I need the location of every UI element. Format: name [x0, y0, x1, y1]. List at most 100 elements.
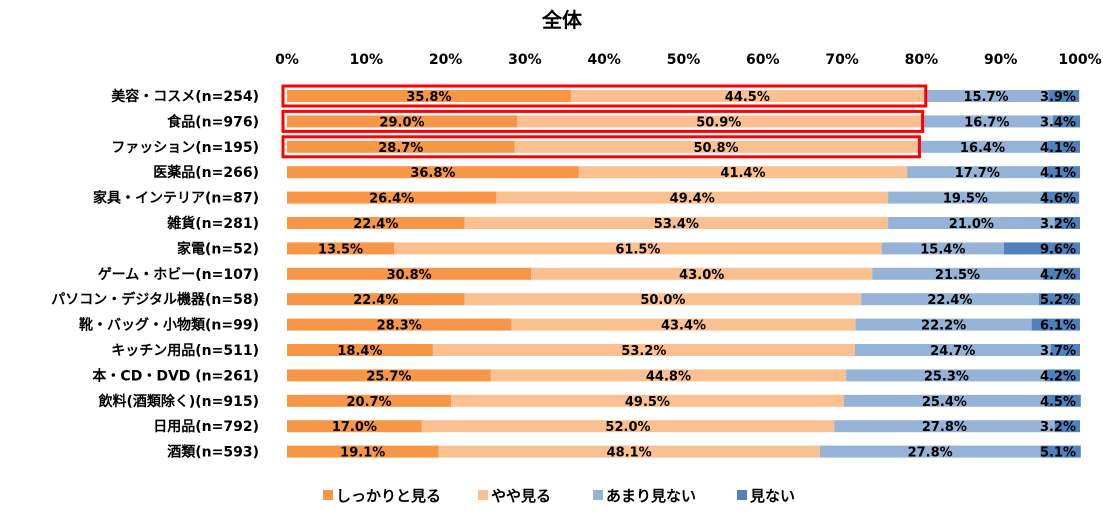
bar-segment [917, 140, 1048, 153]
data-label: 13.5% [318, 242, 363, 257]
bar-segment [1045, 394, 1081, 407]
category-label: 美容・コスメ(n=254) [111, 88, 259, 105]
data-label: 27.8% [922, 420, 967, 435]
data-label: 25.3% [924, 369, 969, 384]
data-label: 18.4% [337, 344, 382, 359]
data-label: 25.4% [922, 395, 967, 410]
x-tick-label: 20% [429, 52, 463, 68]
bar-segment [1042, 191, 1080, 204]
x-tick-label: 90% [984, 52, 1018, 68]
bar-segment [1040, 445, 1081, 458]
data-label: 48.1% [607, 446, 652, 461]
data-label: 20.7% [347, 395, 392, 410]
bar-segment [834, 420, 1055, 433]
x-tick-label: 40% [587, 52, 621, 68]
data-label: 28.7% [378, 141, 423, 156]
legend-swatch [593, 490, 603, 500]
category-label: ゲーム・ホビー(n=107) [98, 266, 259, 283]
bar-segment [888, 217, 1055, 229]
bar-segment [1047, 140, 1080, 153]
data-label: 50.9% [696, 115, 741, 130]
bar-segment [1047, 166, 1080, 179]
data-label: 52.0% [605, 420, 650, 435]
highlight-box [281, 84, 928, 108]
bar-segment [1054, 217, 1080, 229]
bar-segment [578, 166, 908, 179]
bar-segment [287, 267, 532, 280]
category-label: ファッション(n=195) [111, 140, 259, 156]
category-label: キッチン用品(n=511) [111, 343, 259, 359]
data-label: 3.4% [1040, 115, 1076, 130]
bar-segment [861, 293, 1039, 306]
data-label: 44.8% [646, 369, 691, 384]
data-label: 29.0% [379, 115, 424, 130]
data-label: 25.7% [366, 369, 411, 384]
bar-segment [881, 242, 1004, 255]
bar-segment [1053, 115, 1080, 128]
highlight-box [281, 135, 921, 159]
data-label: 24.7% [930, 344, 975, 359]
bar-segment [1054, 420, 1080, 433]
bar-segment [843, 394, 1046, 407]
bar-segment [511, 318, 856, 331]
category-label: 医薬品(n=266) [153, 164, 259, 181]
data-label: 4.6% [1040, 192, 1076, 207]
data-label: 4.7% [1040, 268, 1076, 283]
bar-segment [1003, 242, 1080, 255]
bar-segment [464, 293, 862, 306]
bar-segment [907, 166, 1048, 179]
category-label: 食品(n=976) [167, 113, 259, 130]
category-label: 家電(n=52) [177, 240, 259, 257]
data-label: 28.3% [377, 319, 422, 334]
data-label: 26.4% [369, 192, 414, 207]
bar-segment [287, 394, 452, 407]
category-label: 酒類(n=593) [167, 445, 259, 461]
bar-segment [872, 267, 1043, 280]
bar-segment [888, 191, 1043, 204]
bar-segment [287, 242, 395, 255]
bar-segment [287, 344, 433, 356]
bar-segment [1031, 318, 1080, 331]
bar-segment [287, 191, 497, 204]
data-label: 4.2% [1040, 369, 1076, 384]
bar-segment [287, 217, 465, 229]
bar-segment [570, 90, 924, 102]
bar-segment [464, 217, 889, 229]
data-label: 5.1% [1040, 446, 1076, 461]
bar-segment [516, 115, 921, 128]
data-label: 17.0% [332, 420, 377, 435]
bar-segment [287, 90, 571, 102]
data-label: 41.4% [720, 166, 765, 181]
category-label: 靴・バッグ・小物類(n=99) [79, 317, 259, 334]
category-label: 本・CD・DVD (n=261) [92, 367, 259, 384]
bar-segment [490, 369, 847, 382]
category-label: パソコン・デジタル機器(n=58) [51, 291, 259, 308]
data-label: 9.6% [1040, 242, 1076, 257]
data-label: 3.2% [1040, 217, 1076, 232]
data-label: 15.4% [920, 242, 965, 257]
legend-label: やや見る [491, 487, 551, 505]
data-label: 21.5% [935, 268, 980, 283]
bar-segment [854, 344, 1051, 356]
data-labels: 35.8% 44.5% 15.7% 3.9% 29.0% 50.9% 16.7% 3.4% 28… [318, 90, 1076, 461]
data-label: 3.7% [1040, 344, 1076, 359]
bar-segment [287, 293, 465, 306]
data-label: 4.5% [1040, 395, 1076, 410]
chart-title: 全体 [541, 8, 583, 32]
bar-segment [287, 445, 439, 458]
bar-segment [1046, 369, 1080, 382]
data-label: 53.4% [654, 217, 699, 232]
bar-segment [432, 344, 855, 356]
data-label: 44.5% [725, 90, 770, 105]
bar-segment [496, 191, 889, 204]
x-tick-label: 0% [275, 52, 299, 68]
data-label: 15.7% [963, 90, 1008, 105]
data-label: 50.8% [693, 141, 738, 156]
data-label: 35.8% [406, 90, 451, 105]
x-tick-label: 80% [905, 52, 939, 68]
data-label: 21.0% [949, 217, 994, 232]
bar-segment [287, 318, 512, 331]
data-label: 22.4% [927, 293, 972, 308]
legend-swatch [737, 490, 747, 500]
